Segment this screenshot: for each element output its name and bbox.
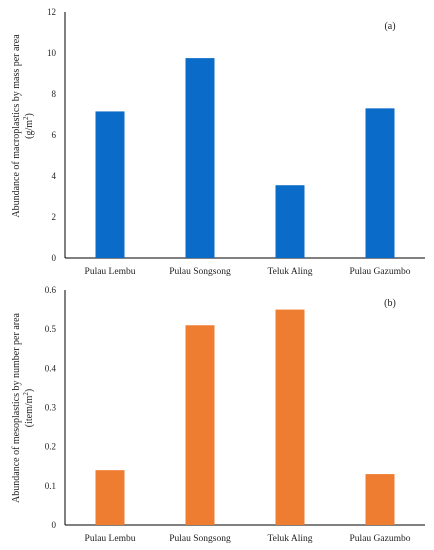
x-category-label-a: Pulau Songsong <box>169 267 231 277</box>
y-tick-label-b: 0.2 <box>45 442 56 452</box>
panel-label-a: (a) <box>384 21 395 32</box>
chart-panel-b: Abundance of mesoplastics by number per … <box>11 285 425 544</box>
x-category-label-a: Pulau Lembu <box>85 267 136 277</box>
y-axis-label-b-units: (item/m2) <box>22 389 35 428</box>
y-axis-label-a: Abundance of macroplastics by mass per a… <box>11 34 22 218</box>
x-category-labels-b: Pulau Lembu Pulau Songsong Teluk Aling Pula… <box>85 534 411 544</box>
y-tick-label-a: 0 <box>52 253 57 263</box>
bar-b-4 <box>365 474 395 525</box>
x-category-label-b: Teluk Aling <box>268 534 313 544</box>
chart-panel-a: Abundance of macroplastics by mass per a… <box>11 7 425 277</box>
panel-label-b: (b) <box>384 298 396 309</box>
bar-a-4 <box>365 108 395 258</box>
y-tick-label-b: 0.3 <box>45 403 57 413</box>
y-tick-label-b: 0 <box>52 520 57 530</box>
y-axis-label-b: Abundance of mesoplastics by number per … <box>11 312 22 502</box>
y-tick-label-b: 0.6 <box>45 285 57 295</box>
bar-a-3 <box>275 185 305 258</box>
y-tick-label-a: 12 <box>47 7 56 17</box>
bar-b-1 <box>95 470 125 525</box>
x-category-label-b: Pulau Gazumbo <box>350 534 411 544</box>
bars-a <box>95 58 395 258</box>
x-category-label-a: Teluk Aling <box>268 267 313 277</box>
y-tick-labels-b: 0 0.1 0.2 0.3 0.4 0.5 0.6 <box>45 285 57 530</box>
y-tick-label-a: 10 <box>47 48 57 58</box>
y-tick-label-b: 0.5 <box>45 324 57 334</box>
bar-a-2 <box>185 58 215 258</box>
y-tick-label-b: 0.4 <box>45 363 57 373</box>
y-tick-label-a: 6 <box>52 130 57 140</box>
y-tick-label-a: 2 <box>52 212 57 222</box>
y-axis-label-a-units: (g/m2) <box>22 113 35 139</box>
x-category-label-b: Pulau Lembu <box>85 534 136 544</box>
bar-b-3 <box>275 309 305 525</box>
y-tick-label-a: 8 <box>52 89 57 99</box>
y-tick-label-b: 0.1 <box>45 481 56 491</box>
y-tick-labels-a: 0 2 4 6 8 10 12 <box>47 7 57 263</box>
y-tick-label-a: 4 <box>52 171 57 181</box>
x-category-labels-a: Pulau Lembu Pulau Songsong Teluk Aling Pula… <box>85 267 411 277</box>
bars-b <box>95 309 395 525</box>
bar-b-2 <box>185 325 215 525</box>
x-category-label-a: Pulau Gazumbo <box>350 267 411 277</box>
bar-a-1 <box>95 111 125 258</box>
x-category-label-b: Pulau Songsong <box>169 534 231 544</box>
